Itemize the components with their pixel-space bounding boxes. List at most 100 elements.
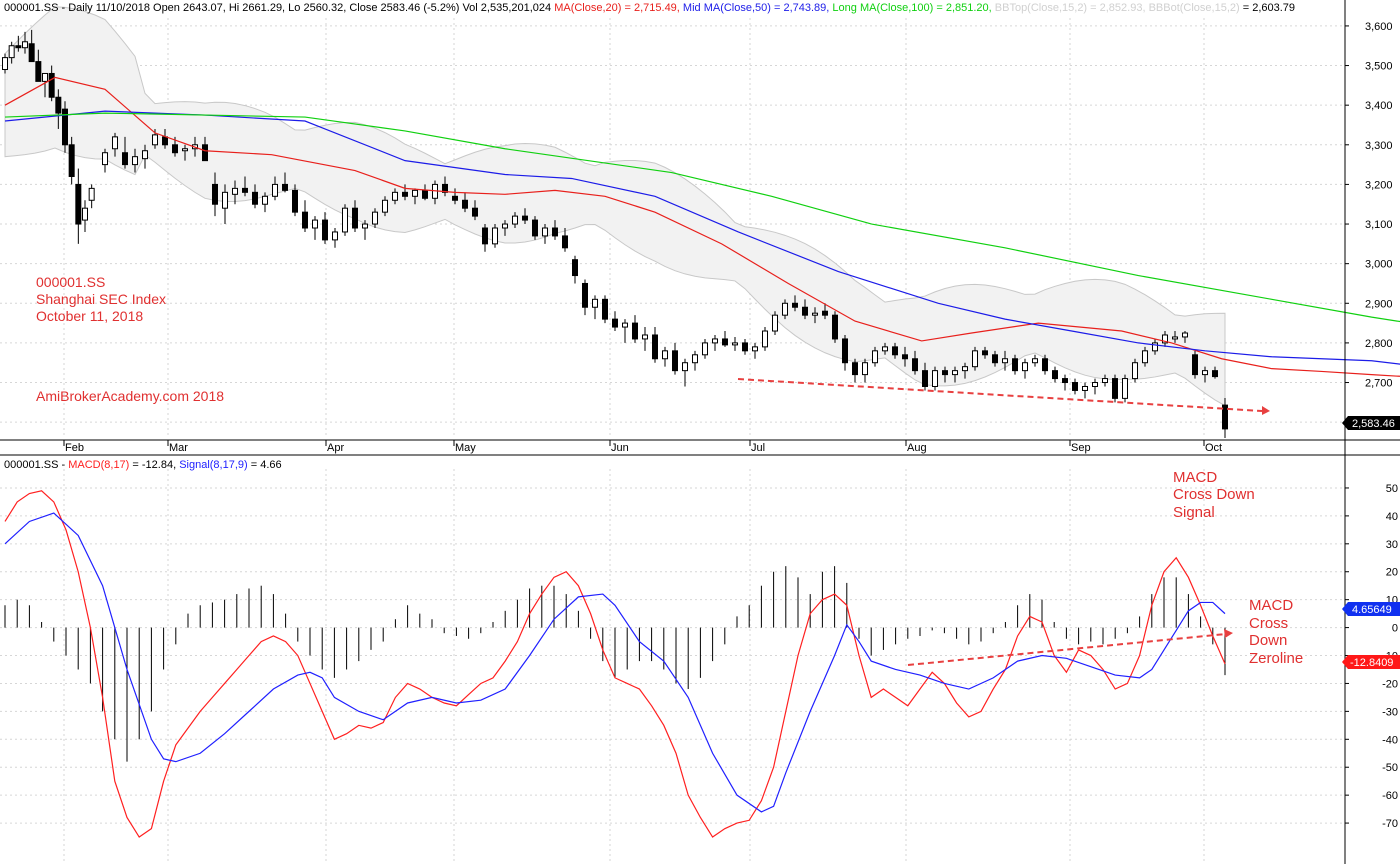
candle-body [332,231,338,241]
candle [1162,331,1168,347]
candle [1032,354,1038,367]
candle-body [872,350,878,364]
candle-body [572,259,578,277]
signal-badge: 4.65649 [1342,602,1400,616]
candle-body [292,189,298,213]
macd-zero-label-3: Down [1249,632,1287,649]
candle [202,136,208,162]
candle-body [842,338,848,364]
candle [382,196,388,217]
candle [55,89,62,129]
candle-body [762,330,768,348]
candle-body [752,346,758,352]
candle-body [462,199,468,209]
candle [392,188,398,205]
candle [472,200,478,221]
candle [932,366,938,391]
candle-body [362,223,368,229]
candle [962,362,968,379]
candle-body [312,219,318,229]
macd-tick-label: 20 [1386,567,1398,579]
price-badge: 2,583.46 [1342,416,1400,430]
candle-body [182,148,188,152]
macd-header: 000001.SS - MACD(8,17) = -12.84, Signal(… [4,459,282,471]
candle-body [282,183,288,191]
month-label: Apr [327,442,344,454]
month-label: Oct [1205,442,1222,454]
candle-body [672,350,678,372]
candle [212,172,218,217]
candle-body [342,207,348,233]
candle [612,311,618,332]
macd-badge: -12.8409 [1342,655,1400,669]
candle [22,31,28,54]
candle [48,65,55,102]
candle-body [722,338,728,346]
candle [982,346,988,359]
price-tick-label: 3,400 [1365,100,1393,112]
candle [112,132,118,157]
candle [862,358,868,383]
candle-body [912,358,918,372]
candle-body [482,227,488,245]
macd-tick-label: -60 [1382,790,1398,802]
candle [342,204,348,236]
candle-body [302,211,308,229]
candle [362,220,368,240]
candle-body [1012,358,1018,372]
candle-body [712,338,718,344]
candle-body [142,150,148,160]
candle-body [602,298,608,320]
macd-tick-label: 30 [1386,539,1398,551]
candle [802,299,808,320]
candle [732,336,738,351]
macd-signal-label-1: MACD [1173,469,1217,486]
candle [792,295,798,312]
candle-body [88,187,95,201]
candle [722,331,728,347]
candle-body [122,152,128,166]
candle [622,319,628,343]
candle-body [162,136,168,146]
candle [1132,358,1138,383]
macd-tick-label: -70 [1382,818,1398,830]
candle-body [892,346,898,356]
candle [1142,346,1148,367]
candle [492,224,498,248]
macd-zero-label-1: MACD [1249,597,1293,614]
candle-body [802,306,808,316]
candle [532,216,538,240]
price-tick-label: 3,000 [1365,259,1393,271]
candle [1082,382,1088,399]
candle-body [832,314,838,340]
candle [1072,378,1078,395]
candle [942,366,948,383]
price-tick-label: 3,500 [1365,61,1393,73]
candle [952,366,958,383]
candle-body [272,183,278,197]
candle [1102,374,1108,387]
candle [822,303,828,320]
candle [992,350,998,367]
candle-body [1212,370,1218,378]
macd-tick-label: 0 [1392,623,1398,635]
candle [1002,350,1008,371]
candle [602,295,608,324]
macd-trend-line [907,633,1227,666]
candle-body [15,45,22,49]
candle [262,192,268,213]
candle-body [852,362,858,376]
candle [672,342,678,375]
candle-body [552,227,558,237]
candle [182,144,188,161]
macd-signal-label-2: Cross Down [1173,486,1255,503]
candle-body [452,195,458,201]
candle-body [1042,358,1048,372]
candle [302,200,308,232]
candle-body [352,207,358,229]
candle [122,136,128,169]
month-label: Mar [169,442,188,454]
candle [1212,366,1218,379]
candle-body [902,354,908,360]
date-annotation: October 11, 2018 [36,308,143,324]
